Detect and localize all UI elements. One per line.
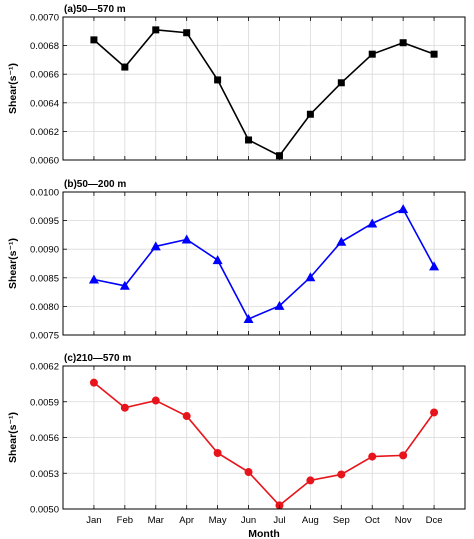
y-tick-label: 0.0075 [30, 331, 59, 342]
x-axis-label: Month [248, 528, 280, 539]
x-tick-label: Apr [179, 515, 194, 526]
data-point [305, 272, 316, 282]
data-point [306, 110, 314, 118]
panel-c: 0.0050 0.0053 0.0056 0.0059 0.0062 Jan Feb Mar A… [7, 353, 466, 539]
series-line [93, 382, 435, 507]
y-tick-label: 0.0066 [30, 70, 59, 81]
data-point [182, 412, 191, 421]
x-tick-label: Mar [148, 515, 164, 526]
x-tick-label: Jun [241, 515, 256, 526]
data-point [212, 255, 223, 265]
y-axis-label: Shear(s⁻¹) [7, 412, 19, 463]
panel-title: (c)210—570 m [64, 353, 131, 364]
x-tick-label: May [209, 515, 227, 526]
y-tick-label: 0.0064 [30, 98, 59, 109]
panel-b: 0.0075 0.0080 0.0085 0.0090 0.0095 0.0100 (b)… [7, 179, 466, 342]
y-tick-label: 0.0095 [30, 216, 59, 227]
panel-a: 0.0060 0.0062 0.0064 0.0066 0.0068 0.0070 (a)… [7, 4, 466, 167]
data-point [150, 241, 161, 251]
data-point [274, 300, 285, 310]
data-point [336, 236, 347, 246]
data-point [183, 29, 191, 37]
y-axis-label: Shear(s⁻¹) [7, 238, 19, 289]
y-tick-label: 0.0062 [30, 362, 59, 373]
data-point [119, 280, 130, 290]
y-tick-label: 0.0068 [30, 41, 59, 52]
plot-frame [62, 16, 466, 161]
data-point [306, 476, 315, 485]
data-point [89, 378, 98, 387]
data-point [152, 26, 160, 34]
data-point [181, 234, 192, 244]
x-tick-label: Aug [302, 515, 319, 526]
x-tick-label: Jan [86, 515, 101, 526]
y-tick-label: 0.0070 [30, 13, 59, 24]
y-tick-label: 0.0090 [30, 245, 59, 256]
data-point [88, 274, 99, 284]
data-point [244, 468, 253, 477]
data-point [399, 39, 407, 47]
data-point [90, 36, 98, 44]
data-point [337, 470, 346, 479]
data-point [399, 451, 408, 460]
x-tick-label: Jul [273, 515, 285, 526]
data-point [121, 63, 129, 71]
data-point [243, 313, 254, 323]
x-tick-label: Oct [365, 515, 380, 526]
y-tick-label: 0.0080 [30, 302, 59, 313]
data-point [368, 452, 377, 461]
data-point [245, 136, 253, 144]
data-point [151, 396, 160, 405]
data-point [275, 152, 283, 160]
data-point [430, 408, 439, 417]
data-point [398, 204, 409, 214]
panel-title: (b)50—200 m [64, 179, 126, 190]
plot-frame [62, 191, 466, 336]
data-point [367, 218, 378, 228]
y-tick-label: 0.0053 [30, 469, 59, 480]
x-tick-label: Dce [426, 515, 443, 526]
series-line [93, 208, 435, 321]
data-point [120, 403, 129, 412]
y-tick-label: 0.0050 [30, 505, 59, 516]
y-axis-label: Shear(s⁻¹) [7, 63, 19, 114]
y-tick-label: 0.0085 [30, 273, 59, 284]
x-tick-label: Nov [395, 515, 412, 526]
y-tick-label: 0.0059 [30, 397, 59, 408]
data-point [337, 79, 345, 87]
data-point [214, 76, 222, 84]
x-tick-label: Sep [333, 515, 350, 526]
data-point [430, 50, 438, 58]
x-tick-label: Feb [117, 515, 133, 526]
y-tick-label: 0.0062 [30, 127, 59, 138]
panel-title: (a)50—570 m [64, 4, 126, 15]
y-tick-label: 0.0100 [30, 188, 59, 199]
y-tick-label: 0.0056 [30, 433, 59, 444]
y-tick-label: 0.0060 [30, 156, 59, 167]
data-point [368, 50, 376, 58]
data-point [213, 448, 222, 457]
series-line [93, 29, 435, 157]
data-point [429, 261, 440, 271]
